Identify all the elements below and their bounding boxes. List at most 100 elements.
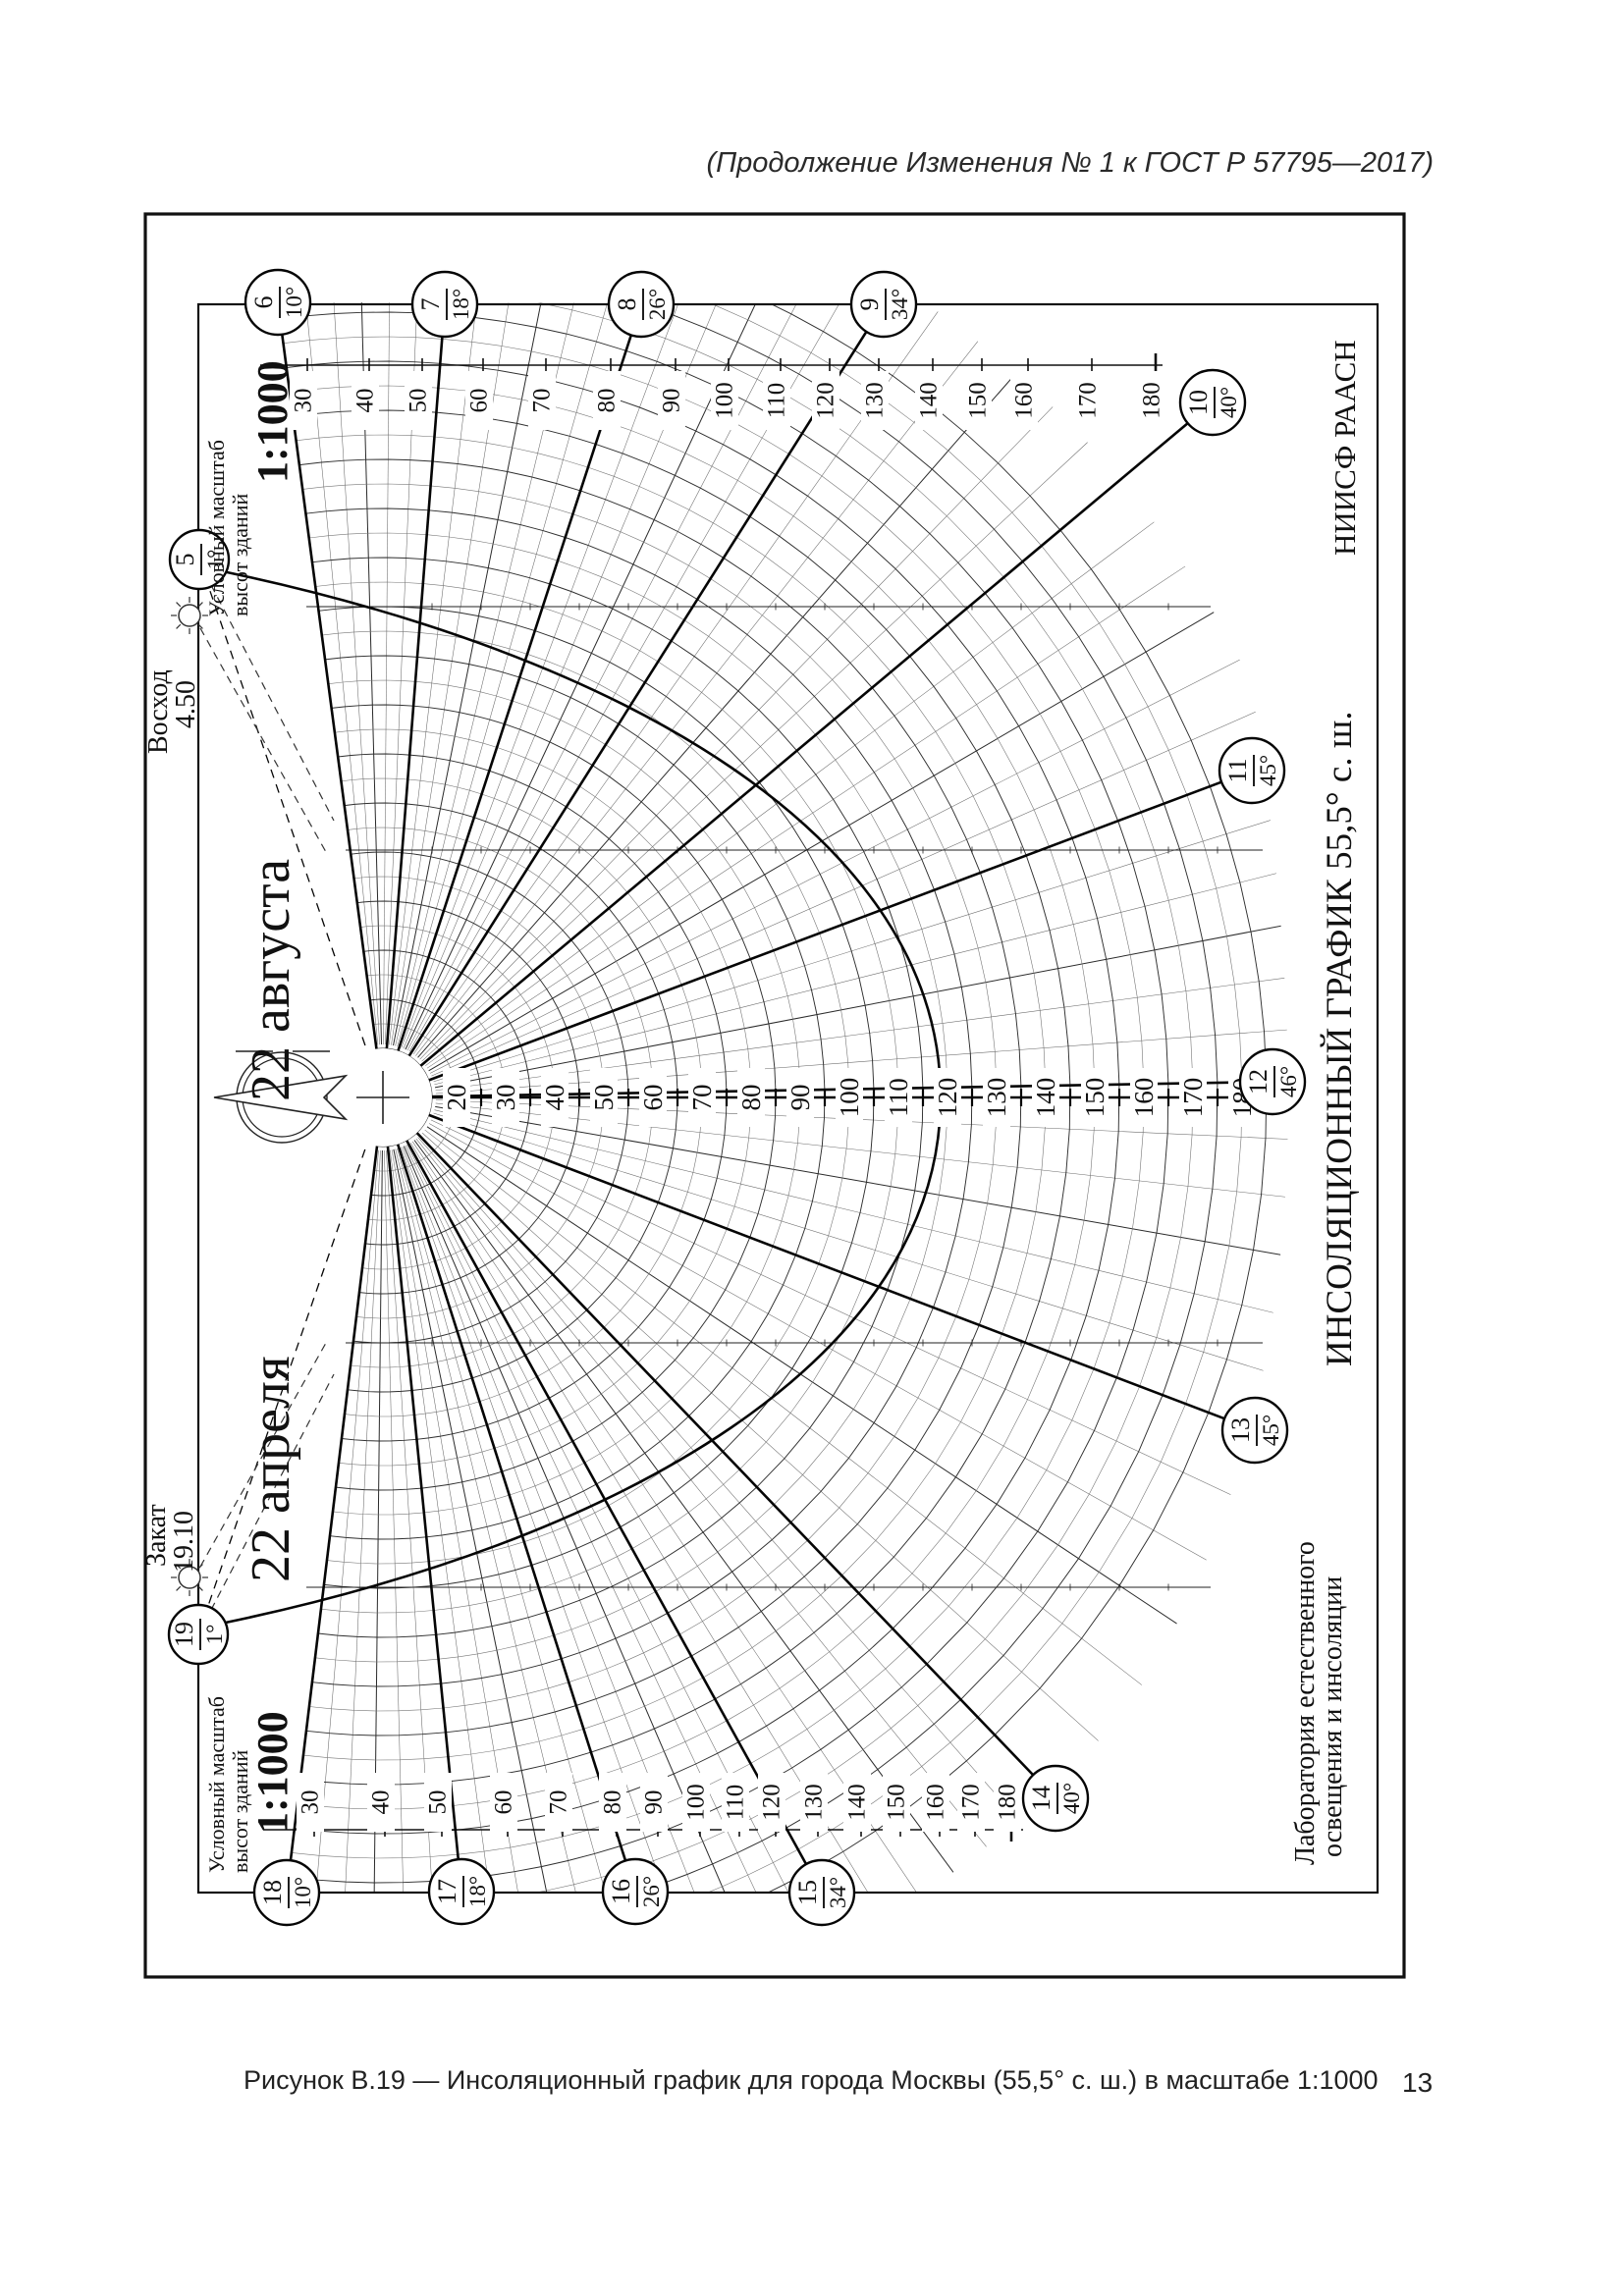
mesh-ray bbox=[413, 1140, 954, 1873]
hour-circle-outline bbox=[252, 1858, 321, 1927]
scale-note-bottom-line2: высот зданий bbox=[228, 1749, 252, 1873]
hour-number: 19 bbox=[170, 1622, 198, 1647]
label-halo bbox=[405, 371, 432, 430]
mesh-ray bbox=[415, 341, 979, 1056]
hour-number: 18 bbox=[258, 1880, 287, 1905]
date-curve-and-hour-rays bbox=[200, 329, 1269, 1867]
mesh-ray bbox=[389, 302, 496, 1045]
label-halo bbox=[922, 1773, 949, 1832]
label-halo bbox=[883, 1773, 910, 1832]
hour-circle-outline bbox=[1218, 736, 1286, 805]
hour-number: 13 bbox=[1226, 1417, 1255, 1443]
hour-ray-17 bbox=[386, 1144, 460, 1862]
centre-axis-label: 100 bbox=[835, 1078, 864, 1118]
document-header: (Продолжение Изменения № 1 к ГОСТ Р 5779… bbox=[706, 147, 1434, 179]
hour-number: 10 bbox=[1184, 390, 1213, 415]
hour-number: 17 bbox=[433, 1879, 461, 1904]
scale-note-bottom-line1: Условный масштаб bbox=[204, 1696, 229, 1873]
hour-circle-10: 10 40° bbox=[1178, 368, 1247, 437]
label-halo bbox=[1179, 1068, 1207, 1127]
scale-labels: 20 30 40 50 60 70 80 90 100 110 120 130 140 150 160 170… bbox=[290, 371, 1257, 1832]
hour-altitude: 18° bbox=[465, 1876, 490, 1907]
bottom-ruler-label: 30 bbox=[298, 1790, 324, 1815]
mesh-ray bbox=[406, 302, 829, 1051]
hour-altitude: 40° bbox=[1059, 1783, 1084, 1814]
dashed-leader bbox=[210, 1373, 335, 1611]
mesh-ray bbox=[434, 1109, 1288, 1324]
mesh-ray bbox=[371, 1149, 383, 1893]
mesh-ray bbox=[428, 1123, 1222, 1570]
hour-circle-9: 9 34° bbox=[849, 270, 918, 339]
hour-fraction: 6 10° bbox=[249, 287, 306, 318]
hour-fraction: 13 45° bbox=[1226, 1415, 1283, 1446]
label-halo bbox=[1138, 371, 1165, 430]
label-halo bbox=[590, 1068, 618, 1127]
label-halo bbox=[367, 1773, 395, 1832]
hour-circle-outline bbox=[410, 270, 479, 339]
hour-ray-5 bbox=[207, 585, 366, 1046]
mesh-ray bbox=[402, 1147, 734, 1893]
hour-circle-outline bbox=[1220, 1396, 1289, 1465]
centre-axis-label: 20 bbox=[442, 1085, 471, 1111]
hour-ray-18 bbox=[289, 1144, 379, 1863]
scale-note-top-line2: высот зданий bbox=[228, 493, 252, 616]
label-halo bbox=[1032, 1068, 1059, 1127]
chart-static-texts: Условный масштаб высот зданий 1:1000 Усл… bbox=[141, 340, 1362, 1873]
hour-circle-12: 12 46° bbox=[1238, 1047, 1307, 1116]
dashed-leader bbox=[210, 584, 335, 822]
sun-ray bbox=[176, 1585, 182, 1591]
label-halo bbox=[640, 1773, 668, 1832]
hour-circle-outline bbox=[168, 528, 231, 591]
hour-number: 11 bbox=[1223, 758, 1252, 782]
bottom-ruler-label: 180 bbox=[995, 1784, 1021, 1821]
centre-axis-label: 140 bbox=[1031, 1078, 1060, 1118]
mesh-ray bbox=[391, 302, 534, 1045]
mesh-ray bbox=[429, 659, 1240, 1074]
sun-icon bbox=[178, 604, 201, 627]
mesh-ray bbox=[395, 302, 609, 1046]
hour-number: 6 bbox=[249, 296, 278, 309]
hour-circle-17: 17 18° bbox=[427, 1857, 496, 1926]
label-halo bbox=[352, 371, 379, 430]
mesh-ray bbox=[397, 1148, 643, 1893]
north-arrow-needle bbox=[213, 1074, 349, 1121]
top-ruler-label: 90 bbox=[659, 389, 685, 413]
hour-ray-7 bbox=[385, 334, 444, 1051]
hour-circle-outline bbox=[787, 1858, 856, 1927]
mesh-ray bbox=[433, 1112, 1288, 1383]
chart-inner-frame bbox=[196, 302, 1380, 1895]
figure-caption: Рисунок В.19 — Инсоляционный график для … bbox=[244, 2065, 1379, 2095]
sunset-label: Закат bbox=[141, 1504, 172, 1567]
mesh-ray bbox=[434, 863, 1288, 1086]
hour-altitude: 34° bbox=[826, 1877, 850, 1908]
sunrise-time: 4.50 bbox=[171, 680, 201, 728]
hour-ray-6 bbox=[280, 332, 379, 1051]
mesh-ray bbox=[301, 1149, 379, 1893]
scale-value-bottom: 1:1000 bbox=[248, 1711, 297, 1834]
label-halo bbox=[758, 1773, 785, 1832]
scale-value-top: 1:1000 bbox=[248, 360, 297, 483]
dashed-leader bbox=[199, 1342, 327, 1568]
mesh-ray bbox=[383, 302, 392, 1045]
hour-circle-19: 19 1° bbox=[167, 1603, 230, 1666]
sun-icon bbox=[178, 1566, 201, 1589]
chart-title: ИНСОЛЯЦИОННЫЙ ГРАФИК 55,5° с. ш. bbox=[1319, 711, 1360, 1366]
hour-circle-outline bbox=[427, 1857, 496, 1926]
mesh-ray bbox=[411, 1141, 920, 1893]
hour-altitude: 46° bbox=[1276, 1066, 1301, 1097]
hour-altitude: 45° bbox=[1256, 755, 1280, 786]
sunset-time: 19.10 bbox=[169, 1511, 199, 1573]
mesh-ray bbox=[435, 1025, 1288, 1095]
hour-fraction: 7 18° bbox=[416, 289, 473, 320]
top-ruler-label: 110 bbox=[764, 383, 790, 419]
label-halo bbox=[465, 371, 493, 430]
hour-fraction: 16 26° bbox=[607, 1876, 664, 1907]
mesh-ray bbox=[403, 1146, 764, 1893]
label-halo bbox=[964, 371, 992, 430]
label-halo bbox=[599, 1773, 626, 1832]
hour-altitude: 26° bbox=[639, 1876, 664, 1907]
hour-altitude: 1° bbox=[203, 550, 228, 570]
centre-axis-label: 60 bbox=[638, 1085, 668, 1111]
label-halo bbox=[786, 1068, 814, 1127]
bottom-ruler-label: 170 bbox=[958, 1784, 985, 1821]
